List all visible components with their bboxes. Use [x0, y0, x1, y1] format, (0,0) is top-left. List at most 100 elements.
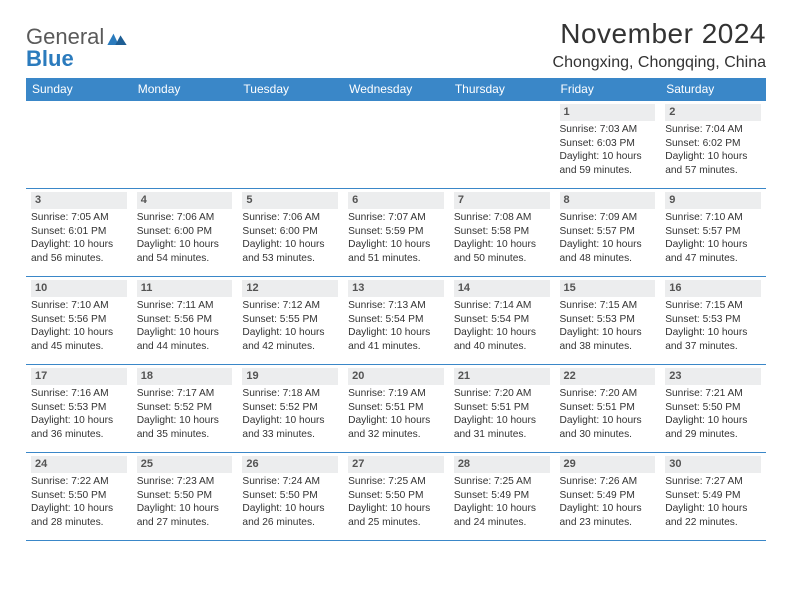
calendar-day-cell: 16Sunrise: 7:15 AMSunset: 5:53 PMDayligh… — [660, 277, 766, 365]
day-number: 4 — [137, 192, 233, 209]
calendar-day-cell: 2Sunrise: 7:04 AMSunset: 6:02 PMDaylight… — [660, 101, 766, 189]
calendar-day-cell: 8Sunrise: 7:09 AMSunset: 5:57 PMDaylight… — [555, 189, 661, 277]
daylight-text: Daylight: 10 hours and 37 minutes. — [665, 326, 761, 354]
sunrise-text: Sunrise: 7:07 AM — [348, 211, 444, 225]
sunrise-text: Sunrise: 7:10 AM — [31, 299, 127, 313]
daylight-text: Daylight: 10 hours and 54 minutes. — [137, 238, 233, 266]
sunrise-text: Sunrise: 7:15 AM — [560, 299, 656, 313]
calendar-day-cell: 14Sunrise: 7:14 AMSunset: 5:54 PMDayligh… — [449, 277, 555, 365]
page-title: November 2024 — [553, 18, 766, 50]
sunrise-text: Sunrise: 7:19 AM — [348, 387, 444, 401]
day-number: 27 — [348, 456, 444, 473]
sunrise-text: Sunrise: 7:06 AM — [137, 211, 233, 225]
calendar-day-cell: 9Sunrise: 7:10 AMSunset: 5:57 PMDaylight… — [660, 189, 766, 277]
sunrise-text: Sunrise: 7:20 AM — [560, 387, 656, 401]
daylight-text: Daylight: 10 hours and 35 minutes. — [137, 414, 233, 442]
calendar-day-cell: 28Sunrise: 7:25 AMSunset: 5:49 PMDayligh… — [449, 453, 555, 541]
sunset-text: Sunset: 5:52 PM — [137, 401, 233, 415]
day-header: Sunday — [26, 78, 132, 101]
day-number: 18 — [137, 368, 233, 385]
calendar-day-cell: 18 Sunrise: 7:17 AMSunset: 5:52 PMDayligh… — [132, 365, 238, 453]
sunset-text: Sunset: 5:53 PM — [665, 313, 761, 327]
day-number: 2 — [665, 104, 761, 121]
calendar-day-cell: 15Sunrise: 7:15 AMSunset: 5:53 PMDayligh… — [555, 277, 661, 365]
sunrise-text: Sunrise: 7:04 AM — [665, 123, 761, 137]
day-number: 3 — [31, 192, 127, 209]
sunset-text: Sunset: 6:00 PM — [137, 225, 233, 239]
calendar-day-cell: 25Sunrise: 7:23 AMSunset: 5:50 PMDayligh… — [132, 453, 238, 541]
sunset-text: Sunset: 6:03 PM — [560, 137, 656, 151]
daylight-text: Daylight: 10 hours and 26 minutes. — [242, 502, 338, 530]
daylight-text: Daylight: 10 hours and 42 minutes. — [242, 326, 338, 354]
sunset-text: Sunset: 5:55 PM — [242, 313, 338, 327]
sunrise-text: Sunrise: 7:23 AM — [137, 475, 233, 489]
calendar-day-cell: 26 Sunrise: 7:24 AMSunset: 5:50 PMDayligh… — [237, 453, 343, 541]
calendar-day-cell: 3Sunrise: 7:05 AMSunset: 6:01 PMDaylight… — [26, 189, 132, 277]
daylight-text: Daylight: 10 hours and 41 minutes. — [348, 326, 444, 354]
day-header: Monday — [132, 78, 238, 101]
sunset-text: Sunset: 5:57 PM — [560, 225, 656, 239]
sunrise-text: Sunrise: 7:24 AM — [242, 475, 338, 489]
calendar-table: SundayMondayTuesdayWednesdayThursdayFrid… — [26, 78, 766, 541]
calendar-day-cell: 1Sunrise: 7:03 AMSunset: 6:03 PMDaylight… — [555, 101, 661, 189]
day-number: 23 — [665, 368, 761, 385]
calendar-week-row: 24Sunrise: 7:22 AMSunset: 5:50 PMDayligh… — [26, 453, 766, 541]
sunset-text: Sunset: 5:50 PM — [242, 489, 338, 503]
sunrise-text: Sunrise: 7:26 AM — [560, 475, 656, 489]
calendar-day-cell: 21Sunrise: 7:20 AMSunset: 5:51 PMDayligh… — [449, 365, 555, 453]
day-number: 12 — [242, 280, 338, 297]
daylight-text: Daylight: 10 hours and 44 minutes. — [137, 326, 233, 354]
sunset-text: Sunset: 5:50 PM — [348, 489, 444, 503]
calendar-day-cell: 24Sunrise: 7:22 AMSunset: 5:50 PMDayligh… — [26, 453, 132, 541]
calendar-day-cell: 11Sunrise: 7:11 AMSunset: 5:56 PMDayligh… — [132, 277, 238, 365]
daylight-text: Daylight: 10 hours and 23 minutes. — [560, 502, 656, 530]
sunrise-text: Sunrise: 7:25 AM — [348, 475, 444, 489]
calendar-day-cell: 12 Sunrise: 7:12 AMSunset: 5:55 PMDayligh… — [237, 277, 343, 365]
calendar-day-cell: 22Sunrise: 7:20 AMSunset: 5:51 PMDayligh… — [555, 365, 661, 453]
daylight-text: Daylight: 10 hours and 28 minutes. — [31, 502, 127, 530]
calendar-week-row: 10Sunrise: 7:10 AMSunset: 5:56 PMDayligh… — [26, 277, 766, 365]
calendar-day-cell: 5Sunrise: 7:06 AMSunset: 6:00 PMDaylight… — [237, 189, 343, 277]
day-number: 5 — [242, 192, 338, 209]
daylight-text: Daylight: 10 hours and 27 minutes. — [137, 502, 233, 530]
sunset-text: Sunset: 5:50 PM — [31, 489, 127, 503]
daylight-text: Daylight: 10 hours and 51 minutes. — [348, 238, 444, 266]
calendar-day-cell: 20Sunrise: 7:19 AMSunset: 5:51 PMDayligh… — [343, 365, 449, 453]
day-number: 9 — [665, 192, 761, 209]
daylight-text: Daylight: 10 hours and 33 minutes. — [242, 414, 338, 442]
sunrise-text: Sunrise: 7:12 AM — [242, 299, 338, 313]
sunset-text: Sunset: 5:50 PM — [665, 401, 761, 415]
calendar-day-cell: 7Sunrise: 7:08 AMSunset: 5:58 PMDaylight… — [449, 189, 555, 277]
calendar-day-cell: 13Sunrise: 7:13 AMSunset: 5:54 PMDayligh… — [343, 277, 449, 365]
sunrise-text: Sunrise: 7:16 AM — [31, 387, 127, 401]
day-number: 19 — [242, 368, 338, 385]
daylight-text: Daylight: 10 hours and 47 minutes. — [665, 238, 761, 266]
daylight-text: Daylight: 10 hours and 56 minutes. — [31, 238, 127, 266]
daylight-text: Daylight: 10 hours and 57 minutes. — [665, 150, 761, 178]
day-header: Wednesday — [343, 78, 449, 101]
day-number: 17 — [31, 368, 127, 385]
calendar-day-cell: 10Sunrise: 7:10 AMSunset: 5:56 PMDayligh… — [26, 277, 132, 365]
sunset-text: Sunset: 6:01 PM — [31, 225, 127, 239]
daylight-text: Daylight: 10 hours and 30 minutes. — [560, 414, 656, 442]
sunrise-text: Sunrise: 7:21 AM — [665, 387, 761, 401]
day-number: 29 — [560, 456, 656, 473]
calendar-week-row: 1 Sunrise: 7:03 AMSunset: 6:03 PM Daylight… — [26, 101, 766, 189]
calendar-day-cell — [132, 101, 238, 189]
day-number: 16 — [665, 280, 761, 297]
calendar-week-row: 17Sunrise: 7:16 AMSunset: 5:53 PMDayligh… — [26, 365, 766, 453]
calendar-week-row: 3Sunrise: 7:05 AMSunset: 6:01 PMDaylight… — [26, 189, 766, 277]
day-number: 1 — [560, 104, 656, 121]
day-number: 21 — [454, 368, 550, 385]
day-number: 14 — [454, 280, 550, 297]
day-number: 26 — [242, 456, 338, 473]
sunrise-text: Sunrise: 7:17 AM — [137, 387, 233, 401]
logo-text-blue: Blue — [26, 46, 127, 72]
day-number: 24 — [31, 456, 127, 473]
logo: GeneralBlue — [26, 24, 127, 72]
day-header: Tuesday — [237, 78, 343, 101]
sunrise-text: Sunrise: 7:03 AM — [560, 123, 656, 137]
sunrise-text: Sunrise: 7:09 AM — [560, 211, 656, 225]
daylight-text: Daylight: 10 hours and 36 minutes. — [31, 414, 127, 442]
sunset-text: Sunset: 5:51 PM — [348, 401, 444, 415]
